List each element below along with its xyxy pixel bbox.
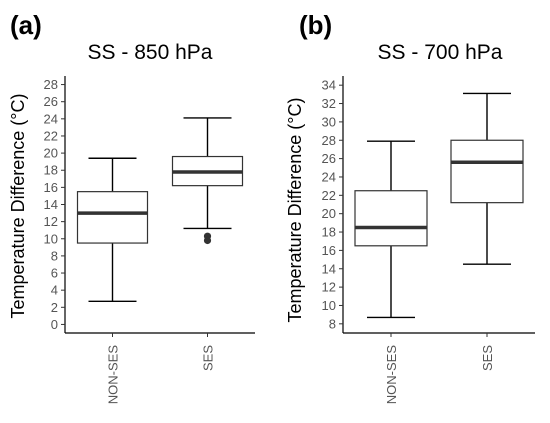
panel-b-x-ticks: NON-SES SES — [384, 333, 495, 404]
panel-b-y-tick-label: 34 — [322, 78, 336, 93]
panel-b-y-tick-label: 8 — [329, 316, 336, 331]
iqr-box — [450, 139, 524, 204]
iqr-box — [76, 191, 149, 244]
panel-b-box-ses — [450, 92, 524, 265]
panel-a-y-axis-label: Temperature Difference (°C) — [8, 94, 28, 319]
panel-b-title: SS - 700 hPa — [378, 41, 503, 64]
panel-b-y-tick-label: 32 — [322, 96, 336, 111]
outlier-point — [203, 236, 212, 245]
panel-b-y-tick-label: 28 — [322, 133, 336, 148]
panel-a-y-tick-label: 24 — [44, 111, 58, 126]
panel-b-y-ticks: 8 10 12 14 16 18 20 22 24 26 28 30 32 34 — [322, 76, 535, 334]
panel-b-label: (b) — [299, 10, 332, 40]
panel-b: (b) SS - 700 hPa Temperature Difference … — [285, 10, 535, 404]
panel-b-x-tick-label: NON-SES — [384, 345, 399, 405]
panel-a-title: SS - 850 hPa — [88, 41, 213, 64]
panel-b-y-tick-label: 18 — [322, 225, 336, 240]
iqr-box — [354, 190, 428, 247]
panel-b-y-tick-label: 20 — [322, 206, 336, 221]
panel-b-x-tick-label: SES — [480, 345, 495, 371]
panel-b-y-tick-label: 26 — [322, 151, 336, 166]
panel-a-boxes — [76, 117, 244, 303]
panel-a-y-tick-label: 2 — [51, 300, 58, 315]
panel-a-x-ticks: NON-SES SES — [106, 333, 216, 404]
panel-b-y-tick-label: 14 — [322, 261, 336, 276]
panel-b-y-axis-label: Temperature Difference (°C) — [285, 98, 305, 323]
panel-a: (a) SS - 850 hPa Temperature Difference … — [8, 10, 255, 404]
panel-a-y-tick-label: 28 — [44, 77, 58, 92]
panel-b-box-non-ses — [354, 140, 428, 319]
panel-a-y-tick-label: 10 — [44, 231, 58, 246]
panel-a-box-non-ses — [76, 157, 149, 303]
panel-a-y-tick-label: 20 — [44, 146, 58, 161]
panel-a-y-tick-label: 0 — [51, 317, 58, 332]
panel-a-y-tick-label: 12 — [44, 214, 58, 229]
panel-a-y-tick-label: 16 — [44, 180, 58, 195]
panel-a-y-tick-label: 26 — [44, 94, 58, 109]
panel-a-y-tick-label: 22 — [44, 128, 58, 143]
panel-a-box-ses — [171, 117, 244, 245]
panel-b-y-tick-label: 12 — [322, 280, 336, 295]
panel-a-label: (a) — [10, 10, 42, 40]
panel-b-y-tick-label: 24 — [322, 169, 336, 184]
panel-a-y-tick-label: 6 — [51, 266, 58, 281]
panel-a-y-tick-label: 18 — [44, 163, 58, 178]
panel-a-y-tick-label: 8 — [51, 248, 58, 263]
panel-b-y-tick-label: 30 — [322, 114, 336, 129]
panel-a-y-tick-label: 14 — [44, 197, 58, 212]
panel-b-y-tick-label: 22 — [322, 188, 336, 203]
panel-b-y-tick-label: 16 — [322, 243, 336, 258]
panel-b-boxes — [354, 92, 524, 319]
panel-a-y-tick-label: 4 — [51, 283, 58, 298]
panel-b-y-tick-label: 10 — [322, 298, 336, 313]
panel-a-x-tick-label: NON-SES — [106, 345, 121, 405]
panel-a-x-tick-label: SES — [201, 345, 216, 371]
